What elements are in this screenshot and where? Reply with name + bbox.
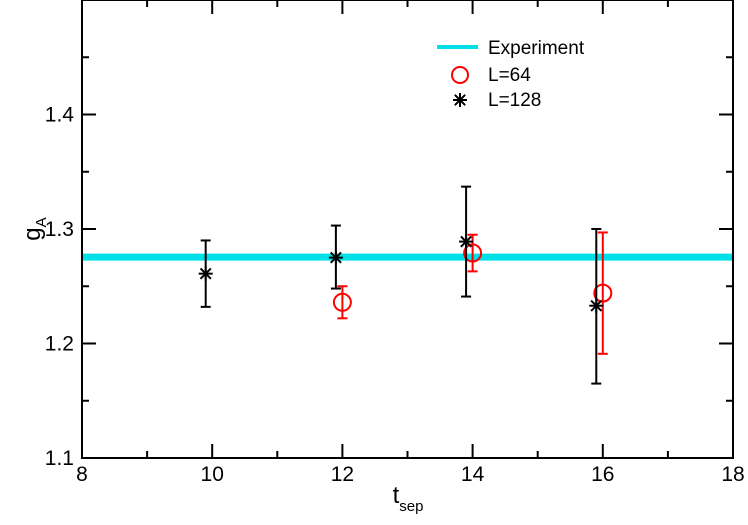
data-point-l64	[593, 283, 613, 303]
x-tick-label: 18	[721, 463, 744, 486]
x-tick-label: 12	[331, 463, 354, 486]
legend-label-l64: L=64	[488, 65, 531, 86]
data-point-l128	[459, 234, 474, 249]
x-tick-label: 16	[591, 463, 614, 486]
y-tick-label: 1.4	[45, 104, 75, 127]
y-axis-title: gA	[19, 217, 50, 240]
y-tick-label: 1.3	[45, 218, 74, 241]
y-axis-title-main: g	[19, 227, 46, 240]
x-axis-title: tsep	[393, 482, 424, 515]
data-layer	[198, 185, 613, 385]
x-tick-label: 8	[76, 463, 88, 486]
series-l128	[198, 185, 604, 385]
data-point-l128-stroke	[199, 267, 212, 280]
legend: Experiment L=64 L=128	[437, 38, 585, 111]
legend-marker-l64	[451, 66, 469, 84]
legend-star-marker	[453, 93, 467, 107]
data-point-l128	[589, 298, 604, 313]
data-point-l128-stroke	[590, 299, 603, 312]
x-axis-title-sub: sep	[399, 498, 423, 515]
y-tick-label: 1.2	[45, 333, 74, 356]
data-point-l128-stroke	[330, 251, 342, 264]
data-point-l128	[198, 266, 213, 281]
tick-labels: 8 10 12 14 16 18 1.1 1.2 1.3 1.4	[45, 104, 745, 487]
series-l64	[332, 231, 613, 355]
data-point-l64	[463, 243, 483, 263]
x-tick-label: 14	[461, 463, 485, 486]
legend-label-experiment: Experiment	[488, 38, 585, 59]
legend-star-marker-stroke	[454, 94, 466, 106]
data-point-l128-stroke	[460, 235, 472, 248]
y-tick-label: 1.1	[45, 447, 74, 470]
legend-label-l128: L=128	[488, 90, 541, 111]
axis-ticks	[81, 0, 734, 459]
x-axis-title-main: t	[393, 482, 400, 509]
x-tick-label: 10	[201, 463, 224, 486]
plot-frame	[81, 0, 734, 459]
data-point-l64	[332, 292, 352, 312]
y-axis-title-sub: A	[33, 217, 50, 227]
data-point-l128	[328, 250, 343, 265]
legend-marker-l128	[453, 93, 467, 107]
